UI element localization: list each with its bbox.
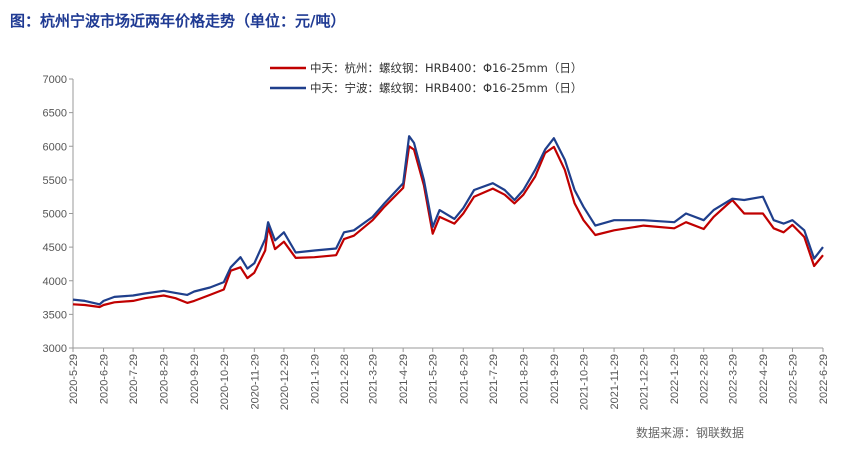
x-tick-label: 2022-3-29 [727,354,739,404]
x-tick-label: 2021-12-29 [639,354,651,410]
x-tick-label: 2020-9-29 [189,354,201,404]
x-tick-label: 2020-8-29 [159,354,171,404]
x-axis: 2020-5-29 2020-6-29 2020-7-29 2020-8-29 2020… [68,347,830,410]
x-tick-label: 2021-2-28 [339,354,351,404]
y-tick-label: 3500 [43,309,67,321]
x-tick-label: 2022-2-28 [699,354,711,404]
chart-title: 图：杭州宁波市场近两年价格走势（单位：元/吨） [10,12,346,30]
x-tick-label: 2021-11-29 [609,354,621,409]
x-tick-label: 2022-1-29 [669,354,681,404]
legend: 中天：杭州：螺纹钢：HRB400：Φ16-25mm（日） 中天：宁波：螺纹钢：HR… [270,61,582,95]
x-tick-label: 2021-8-29 [518,354,530,404]
x-tick-label: 2021-9-29 [549,354,561,404]
series-lines [72,135,824,309]
x-tick-label: 2020-5-29 [68,354,80,404]
x-tick-label: 2021-4-29 [398,354,410,404]
y-tick-label: 5500 [43,175,67,187]
x-tick-label: 2022-4-29 [758,354,770,404]
y-tick-label: 6000 [43,141,67,153]
legend-label-ningbo: 中天：宁波：螺纹钢：HRB400：Φ16-25mm（日） [310,81,582,95]
x-tick-label: 2021-10-29 [579,354,591,410]
x-tick-label: 2021-3-29 [368,354,380,404]
series-line-hangzhou [72,145,824,309]
series-line-ningbo [72,135,824,306]
x-tick-label: 2022-6-29 [818,354,830,404]
x-tick-label: 2020-12-29 [279,354,291,410]
x-tick-label: 2021-1-29 [309,354,321,404]
legend-label-hangzhou: 中天：杭州：螺纹钢：HRB400：Φ16-25mm（日） [310,61,582,75]
x-tick-label: 2020-7-29 [128,354,140,404]
x-tick-label: 2022-5-29 [787,354,799,404]
y-tick-label: 4500 [43,242,67,254]
x-tick-label: 2021-5-29 [428,354,440,404]
x-tick-label: 2021-7-29 [488,354,500,404]
source-note: 数据来源：钢联数据 [636,426,745,440]
x-tick-label: 2020-6-29 [99,354,111,404]
y-tick-label: 7000 [43,74,67,86]
y-tick-label: 5000 [43,209,67,221]
x-tick-label: 2020-10-29 [219,354,231,410]
y-axis: 3000 3500 4000 4500 5000 5500 6000 6500 7000 [43,74,74,355]
y-tick-label: 4000 [43,276,67,288]
y-tick-label: 3000 [43,343,67,355]
x-tick-label: 2021-6-29 [458,354,470,404]
y-tick-label: 6500 [43,108,67,120]
x-tick-label: 2020-11-29 [249,354,261,409]
